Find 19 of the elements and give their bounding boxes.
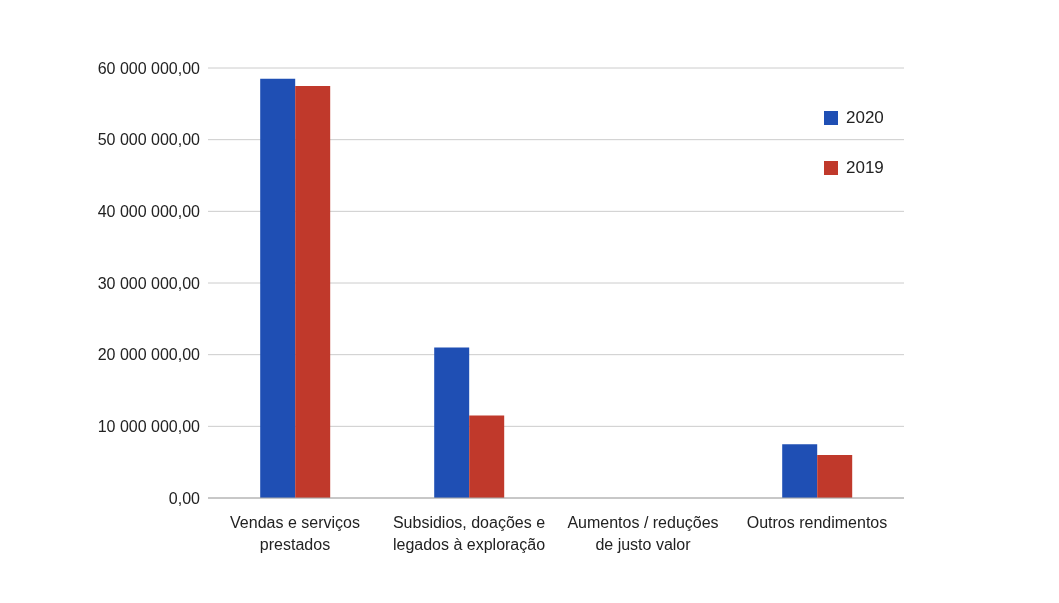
bar <box>434 347 470 498</box>
y-tick-label: 60 000 000,00 <box>97 59 201 77</box>
x-tick-label: Vendas e serviços prestados <box>230 514 360 553</box>
y-tick-label: 30 000 000,00 <box>97 274 201 292</box>
bar <box>782 444 818 498</box>
bar <box>295 85 331 498</box>
bar <box>469 415 505 498</box>
y-tick-label: 50 000 000,00 <box>97 131 201 149</box>
legend-label: 2019 <box>846 158 884 178</box>
y-tick-label: 10 000 000,00 <box>97 418 201 436</box>
y-tick-label: 20 000 000,00 <box>97 346 201 364</box>
bar <box>817 455 853 498</box>
y-tick-label: 40 000 000,00 <box>97 203 201 221</box>
x-tick-label: Subsidios, doações e legados à exploração <box>392 514 546 553</box>
y-tick-label: 0,00 <box>168 489 201 507</box>
legend-label: 2020 <box>846 108 884 128</box>
bar <box>260 78 296 498</box>
x-tick-label: Aumentos / reduções de justo valor <box>567 514 719 553</box>
x-tick-label: Outros rendimentos <box>746 514 888 531</box>
